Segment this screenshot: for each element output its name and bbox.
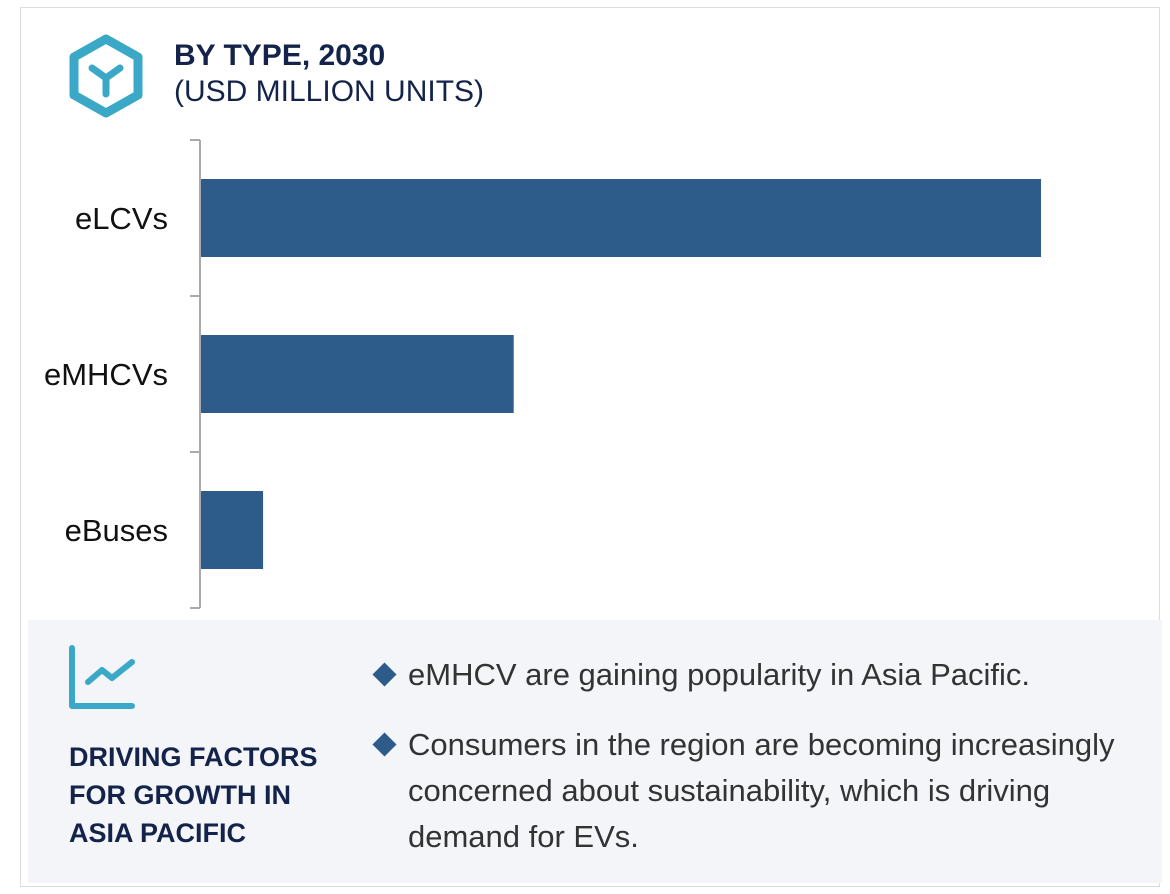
diamond-bullet-icon: [372, 662, 397, 687]
bullet-item: eMHCV are gaining popularity in Asia Pac…: [372, 652, 1134, 698]
bar-chart: eLCVs eMHCVs eBuses: [44, 139, 1041, 609]
driving-factors-panel: [28, 620, 1162, 883]
hexagon-y-icon: [69, 34, 143, 118]
category-label: eLCVs: [75, 201, 168, 236]
bar-emhcvs: [201, 335, 514, 413]
chart-title-block: BY TYPE, 2030 (USD MILLION UNITS): [174, 38, 484, 110]
panel-heading: DRIVING FACTORS FOR GROWTH IN ASIA PACIF…: [69, 742, 318, 848]
bullet-text: eMHCV are gaining popularity in Asia Pac…: [408, 657, 1031, 692]
category-label: eMHCVs: [44, 357, 168, 392]
chart-card: [20, 7, 1160, 887]
bar-elcvs: [201, 179, 1041, 257]
bullet-item: Consumers in the region are becoming inc…: [372, 722, 1134, 860]
trend-chart-icon: [69, 645, 135, 709]
bar-ebuses: [201, 491, 264, 569]
category-label: eBuses: [65, 513, 168, 548]
diamond-bullet-icon: [372, 732, 397, 757]
bullet-list: eMHCV are gaining popularity in Asia Pac…: [372, 652, 1134, 884]
chart-subtitle: (USD MILLION UNITS): [174, 75, 485, 108]
chart-title: BY TYPE, 2030: [174, 39, 386, 72]
bullet-text: Consumers in the region are becoming inc…: [408, 727, 1115, 854]
